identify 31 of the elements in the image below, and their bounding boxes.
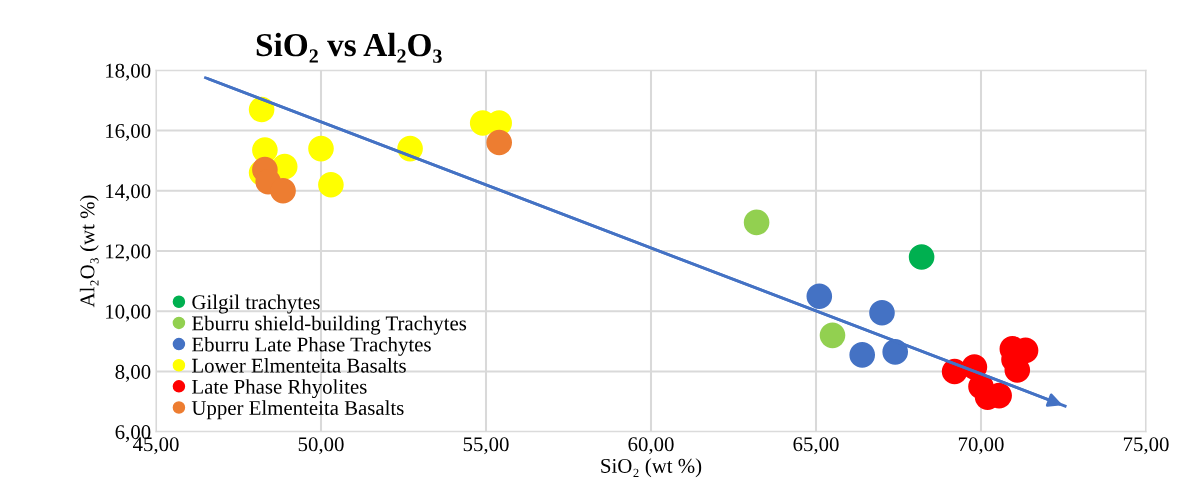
x-tick-label: 75,00 — [1123, 437, 1169, 455]
x-tick-label: 65,00 — [793, 437, 839, 455]
point — [308, 135, 334, 162]
x-tick-label: 70,00 — [958, 437, 1004, 455]
legend-label: Eburru Late Phase Trachytes — [192, 336, 431, 356]
point — [819, 322, 846, 349]
point — [318, 171, 344, 198]
legend-label: Late Phase Rhyolites — [192, 379, 367, 399]
y-tick-label: 18,00 — [106, 63, 151, 81]
y-tick-label: 10,00 — [106, 304, 151, 322]
y-tick-label: 14,00 — [106, 184, 151, 202]
y-axis-title: Al₂O₃ (wt %) — [79, 195, 99, 308]
point — [743, 209, 770, 236]
y-tick-label: 12,00 — [106, 244, 151, 262]
chart-title: SiO₂ vs Al₂O₃ — [256, 32, 442, 63]
legend-label: Eburru shield-building Trachytes — [192, 315, 467, 335]
point — [806, 283, 833, 309]
legend-label: Upper Elmenteita Basalts — [191, 400, 404, 420]
legend-label: Gilgil trachytes — [192, 294, 320, 314]
point — [849, 342, 875, 368]
point — [869, 299, 895, 326]
y-tick-label: 8,00 — [115, 364, 151, 382]
point — [486, 129, 512, 156]
x-tick-label: 55,00 — [463, 437, 509, 455]
x-tick-label: 50,00 — [298, 437, 344, 455]
y-tick-label: 16,00 — [106, 123, 151, 141]
point — [270, 177, 296, 204]
x-axis-title: SiO₂ (wt %) — [601, 458, 702, 478]
legend-label: Lower Elmenteita Basalts — [192, 358, 406, 373]
x-tick-label: 60,00 — [628, 437, 674, 455]
point — [908, 244, 935, 270]
